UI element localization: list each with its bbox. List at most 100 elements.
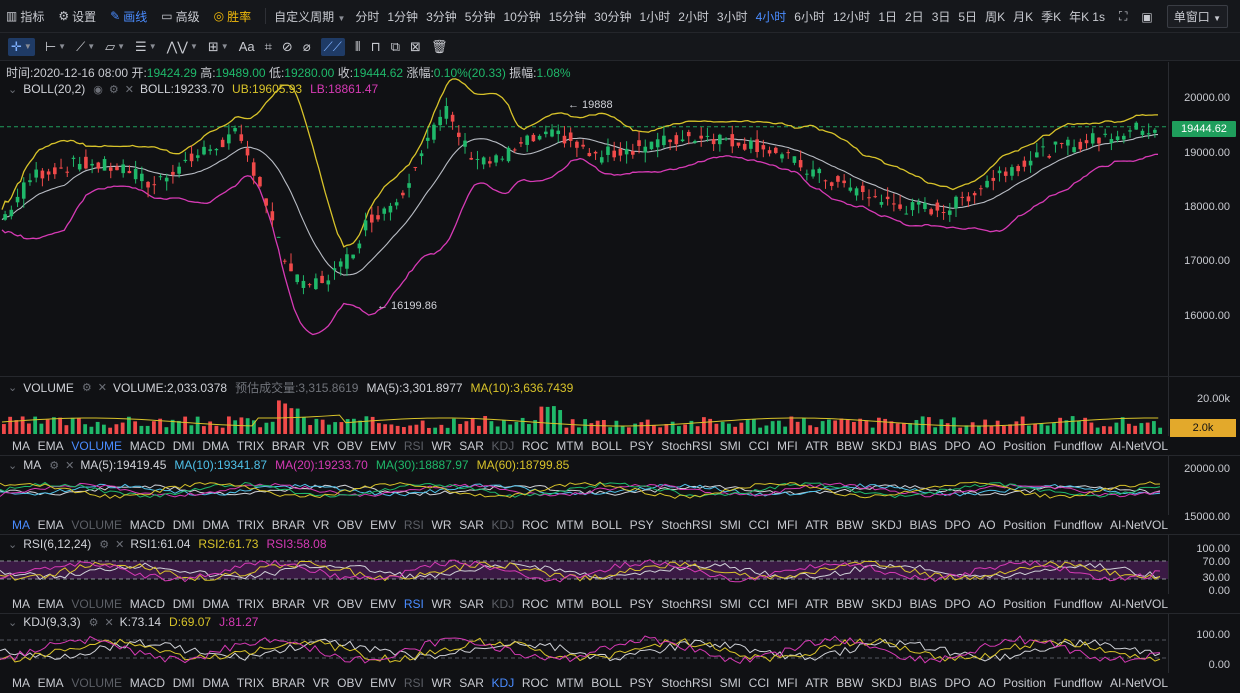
collapse-icon[interactable]: ⌄ bbox=[8, 83, 18, 96]
wave-icon[interactable]: ⋀⋁ ▼ bbox=[166, 38, 198, 54]
tab-atr[interactable]: ATR bbox=[805, 596, 829, 611]
tab-kdj[interactable]: KDJ bbox=[491, 596, 515, 611]
period-5[interactable]: 15分钟 bbox=[548, 9, 587, 24]
window-select[interactable]: 单窗口 ▼ bbox=[1166, 5, 1228, 28]
tab-vr[interactable]: VR bbox=[312, 438, 330, 453]
period-13[interactable]: 1日 bbox=[878, 9, 897, 24]
tab-psy[interactable]: PSY bbox=[629, 438, 654, 453]
tab-ao[interactable]: AO bbox=[978, 675, 996, 690]
tab-ma[interactable]: MA bbox=[12, 517, 30, 532]
tab-bias[interactable]: BIAS bbox=[909, 517, 937, 532]
tab-trix[interactable]: TRIX bbox=[236, 517, 265, 532]
tab-rsi[interactable]: RSI bbox=[403, 438, 424, 453]
bars-pattern-icon[interactable]: ⦀ bbox=[354, 38, 361, 54]
tab-dma[interactable]: DMA bbox=[202, 438, 230, 453]
tab-macd[interactable]: MACD bbox=[129, 517, 166, 532]
tab-ai-netvol[interactable]: AI-NetVOL bbox=[1110, 517, 1169, 532]
tab-ma[interactable]: MA bbox=[12, 596, 30, 611]
trend-icon[interactable]: ⟋ ▼ bbox=[76, 38, 96, 54]
tab-vr[interactable]: VR bbox=[312, 517, 330, 532]
period-17[interactable]: 周K bbox=[985, 9, 1006, 24]
shape-icon[interactable]: ▱ ▼ bbox=[105, 38, 126, 54]
collapse-icon[interactable]: ⌄ bbox=[8, 616, 18, 629]
period-11[interactable]: 6小时 bbox=[794, 9, 825, 24]
tab-dma[interactable]: DMA bbox=[202, 675, 230, 690]
tab-bbw[interactable]: BBW bbox=[836, 675, 864, 690]
period-19[interactable]: 季K bbox=[1041, 9, 1062, 24]
tab-mtm[interactable]: MTM bbox=[556, 438, 584, 453]
settings-icon[interactable]: ⚙ bbox=[108, 83, 119, 96]
tab-trix[interactable]: TRIX bbox=[236, 675, 265, 690]
tab-trix[interactable]: TRIX bbox=[236, 596, 265, 611]
tab-dpo[interactable]: DPO bbox=[944, 517, 971, 532]
period-16[interactable]: 5日 bbox=[958, 9, 978, 24]
tab-dmi[interactable]: DMI bbox=[172, 438, 195, 453]
tab-smi[interactable]: SMI bbox=[719, 517, 741, 532]
close-icon[interactable]: ✕ bbox=[115, 538, 125, 551]
tab-dmi[interactable]: DMI bbox=[172, 517, 195, 532]
close-icon[interactable]: ✕ bbox=[65, 459, 75, 472]
tab-skdj[interactable]: SKDJ bbox=[871, 517, 902, 532]
collapse-icon[interactable]: ⌄ bbox=[8, 538, 18, 551]
tab-dpo[interactable]: DPO bbox=[944, 438, 971, 453]
tab-roc[interactable]: ROC bbox=[521, 438, 549, 453]
tab-wr[interactable]: WR bbox=[431, 596, 452, 611]
tab-emv[interactable]: EMV bbox=[370, 596, 397, 611]
tab-bias[interactable]: BIAS bbox=[909, 596, 937, 611]
tab-roc[interactable]: ROC bbox=[521, 596, 549, 611]
tab-volume[interactable]: VOLUME bbox=[71, 596, 123, 611]
tab-dma[interactable]: DMA bbox=[202, 517, 230, 532]
tab-ma[interactable]: MA bbox=[12, 438, 30, 453]
period-20[interactable]: 年K bbox=[1069, 9, 1090, 24]
tab-ai-netvol[interactable]: AI-NetVOL bbox=[1110, 675, 1169, 690]
tab-kdj[interactable]: KDJ bbox=[491, 675, 515, 690]
tab-trix[interactable]: TRIX bbox=[236, 438, 265, 453]
tab-fundflow[interactable]: Fundflow bbox=[1053, 517, 1103, 532]
tab-vr[interactable]: VR bbox=[312, 675, 330, 690]
tab-psy[interactable]: PSY bbox=[629, 675, 654, 690]
tab-brar[interactable]: BRAR bbox=[271, 596, 306, 611]
tab-ma[interactable]: MA bbox=[12, 675, 30, 690]
tab-mtm[interactable]: MTM bbox=[556, 675, 584, 690]
tab-fundflow[interactable]: Fundflow bbox=[1053, 596, 1103, 611]
tab-bbw[interactable]: BBW bbox=[836, 517, 864, 532]
tab-bbw[interactable]: BBW bbox=[836, 438, 864, 453]
tab-atr[interactable]: ATR bbox=[805, 438, 829, 453]
tab-mtm[interactable]: MTM bbox=[556, 517, 584, 532]
period-3[interactable]: 5分钟 bbox=[464, 9, 496, 24]
refresh-interval[interactable]: 1s bbox=[1092, 9, 1105, 24]
tab-psy[interactable]: PSY bbox=[629, 596, 654, 611]
tab-dmi[interactable]: DMI bbox=[172, 596, 195, 611]
tab-stochrsi[interactable]: StochRSI bbox=[661, 517, 712, 532]
tab-bias[interactable]: BIAS bbox=[909, 675, 937, 690]
tab-dpo[interactable]: DPO bbox=[944, 596, 971, 611]
screenshot-icon[interactable]: ▣ bbox=[1141, 9, 1153, 24]
fullscreen-icon[interactable]: ⛶ bbox=[1118, 9, 1128, 23]
tab-cci[interactable]: CCI bbox=[748, 596, 770, 611]
tab-kdj[interactable]: KDJ bbox=[491, 438, 515, 453]
eye-icon[interactable]: ◉ bbox=[93, 83, 103, 96]
period-4[interactable]: 10分钟 bbox=[503, 9, 541, 24]
tab-emv[interactable]: EMV bbox=[370, 675, 397, 690]
tab-mfi[interactable]: MFI bbox=[777, 596, 798, 611]
tab-roc[interactable]: ROC bbox=[521, 517, 549, 532]
tab-bias[interactable]: BIAS bbox=[909, 438, 937, 453]
close-icon[interactable]: ✕ bbox=[104, 616, 114, 629]
crosshair-icon[interactable]: ✛ ▼ bbox=[8, 37, 35, 56]
period-10[interactable]: 4小时 bbox=[755, 9, 787, 24]
line-icon[interactable]: ⊢ ▼ bbox=[44, 38, 67, 54]
tab-position[interactable]: Position bbox=[1003, 596, 1046, 611]
tab-brar[interactable]: BRAR bbox=[271, 675, 306, 690]
tab-volume[interactable]: VOLUME bbox=[71, 517, 123, 532]
tab-sar[interactable]: SAR bbox=[459, 438, 484, 453]
indicator-button[interactable]: ▥ 指标 bbox=[6, 9, 45, 24]
tab-smi[interactable]: SMI bbox=[719, 675, 741, 690]
close-icon[interactable]: ✕ bbox=[124, 83, 134, 96]
tab-brar[interactable]: BRAR bbox=[271, 517, 306, 532]
tab-macd[interactable]: MACD bbox=[129, 675, 166, 690]
period-1[interactable]: 1分钟 bbox=[387, 9, 419, 24]
tab-ai-netvol[interactable]: AI-NetVOL bbox=[1110, 438, 1169, 453]
settings-icon[interactable]: ⚙ bbox=[81, 382, 92, 394]
ellipse-icon[interactable]: ⊘ bbox=[281, 38, 293, 54]
tab-sar[interactable]: SAR bbox=[459, 517, 484, 532]
